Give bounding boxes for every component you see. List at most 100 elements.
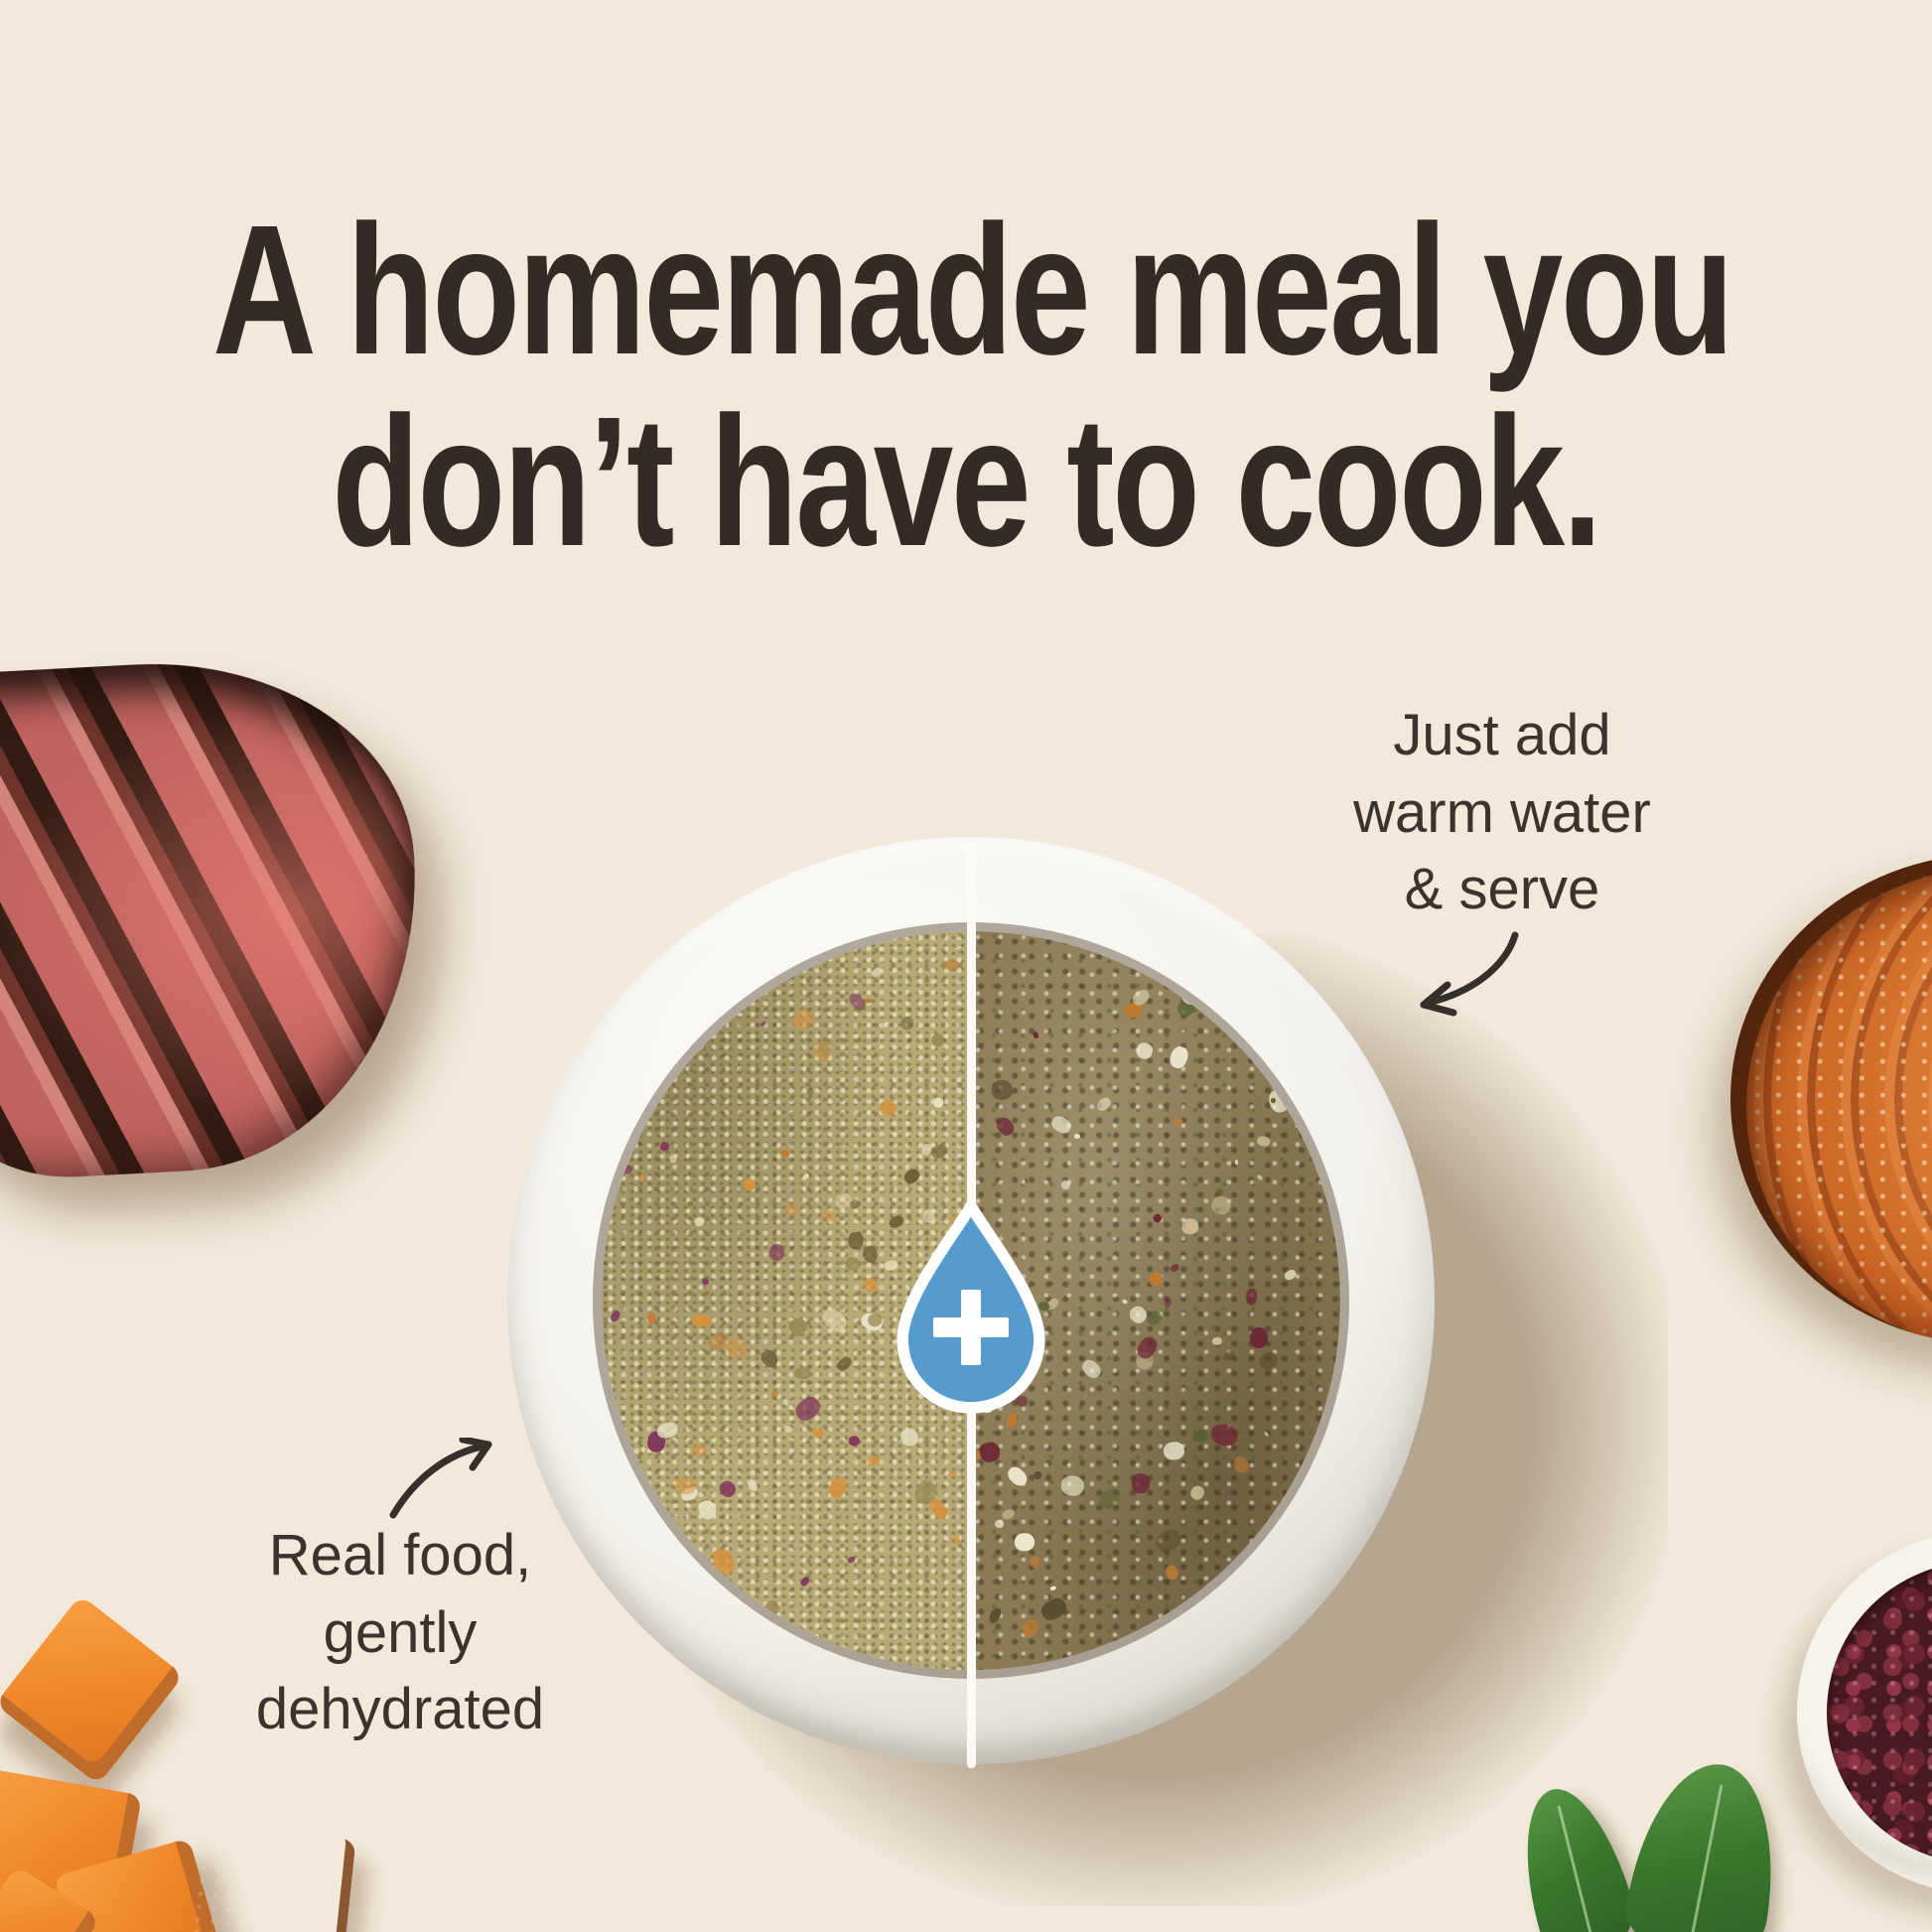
water-drop-icon <box>890 1197 1052 1414</box>
food-speckle <box>1032 1031 1039 1039</box>
food-speckle <box>667 1153 678 1165</box>
food-speckle <box>1191 1429 1209 1444</box>
food-speckle <box>1144 1308 1165 1328</box>
food-speckle <box>861 1275 880 1294</box>
food-speckle <box>1208 1422 1240 1449</box>
food-speckle <box>818 1304 851 1336</box>
food-speckle <box>952 1535 962 1546</box>
food-speckle <box>1074 1133 1081 1140</box>
food-speckle <box>658 1140 672 1154</box>
food-speckle <box>993 1114 1018 1139</box>
food-speckle <box>1302 1035 1320 1059</box>
food-speckle <box>689 1440 710 1460</box>
food-speckle <box>834 1354 855 1373</box>
food-speckle <box>826 1474 850 1500</box>
steak-slices-photo <box>0 650 431 1184</box>
cranberry-glass-bowl <box>1797 1532 1932 1893</box>
food-speckle <box>803 1173 810 1180</box>
food-speckle <box>884 1021 891 1028</box>
food-speckle <box>846 991 869 1014</box>
food-speckle <box>843 1256 862 1273</box>
food-speckle <box>1019 1616 1041 1640</box>
food-speckle <box>652 1004 664 1021</box>
food-speckle <box>1257 1135 1272 1148</box>
food-speckle <box>1094 1095 1114 1114</box>
headline-line2: don’t have to cook. <box>332 379 1602 586</box>
food-speckle <box>1059 1178 1072 1191</box>
food-speckle <box>1282 1267 1298 1282</box>
food-speckle <box>810 1425 826 1441</box>
food-speckle <box>897 1425 921 1449</box>
food-speckle <box>717 1477 739 1500</box>
food-speckle <box>759 1020 767 1028</box>
food-speckle <box>1004 1463 1031 1489</box>
food-speckle <box>1048 1113 1074 1136</box>
curved-arrow-up-right-icon <box>389 1438 492 1519</box>
food-speckle <box>1292 1067 1320 1096</box>
headline-line1: A homemade meal you <box>212 188 1734 393</box>
food-speckle <box>649 1492 659 1502</box>
food-speckle <box>1121 1299 1128 1306</box>
food-speckle <box>846 1555 857 1565</box>
food-speckle <box>932 1096 945 1110</box>
food-speckle <box>1211 1336 1223 1346</box>
food-speckle <box>1243 962 1263 985</box>
food-speckle <box>847 1435 861 1448</box>
food-speckle <box>1079 1357 1104 1382</box>
food-speckle <box>737 1618 759 1639</box>
food-speckle <box>930 1033 944 1048</box>
food-speckle <box>978 1440 1002 1464</box>
food-speckle <box>1279 1624 1292 1638</box>
food-speckle <box>865 998 873 1004</box>
food-speckle <box>1309 1099 1325 1115</box>
food-speckle <box>1162 1563 1180 1583</box>
food-speckle <box>708 989 737 1021</box>
food-speckle <box>1147 1627 1168 1646</box>
food-speckle <box>943 957 962 974</box>
food-speckle <box>710 1545 739 1579</box>
annotation-real-food: Real food, gently dehydrated <box>142 1517 658 1748</box>
food-speckle <box>785 1314 810 1339</box>
food-speckle <box>642 1103 650 1111</box>
food-speckle <box>1181 1218 1199 1235</box>
food-speckle <box>655 1420 680 1441</box>
food-speckle <box>615 982 638 1006</box>
headline: A homemade meal you don’t have to cook. <box>0 195 1932 579</box>
food-speckle <box>1030 1555 1041 1569</box>
food-speckle <box>948 1467 958 1478</box>
food-speckle <box>1032 1469 1043 1481</box>
food-speckle <box>1187 1482 1206 1502</box>
food-speckle <box>798 1575 811 1587</box>
food-speckle <box>1314 1457 1328 1470</box>
food-speckle <box>876 1096 899 1120</box>
food-speckle <box>1049 1586 1056 1591</box>
food-speckle <box>682 1574 696 1587</box>
salmon-fillet-photo <box>1730 854 1932 1344</box>
food-speckle <box>1153 1524 1185 1557</box>
annotation-line: & serve <box>1404 857 1600 922</box>
food-speckle <box>1001 1507 1017 1521</box>
food-speckle <box>697 942 710 955</box>
curved-arrow-down-left-icon <box>1420 931 1519 1017</box>
food-speckle <box>1298 1607 1306 1615</box>
food-speckle <box>1060 1475 1085 1497</box>
food-speckle <box>994 1519 1006 1530</box>
annotation-line: dehydrated <box>255 1677 545 1742</box>
food-speckle <box>778 1148 790 1159</box>
food-speckle <box>782 1124 790 1131</box>
food-speckle <box>695 1497 719 1523</box>
food-speckle <box>782 1398 790 1407</box>
food-speckle <box>1208 1323 1218 1332</box>
food-speckle <box>742 1176 758 1193</box>
food-speckle <box>1209 1194 1233 1218</box>
food-speckle <box>1163 1440 1185 1461</box>
dried-cranberries <box>1827 1562 1932 1863</box>
food-speckle <box>791 1393 825 1425</box>
food-speckle <box>927 1142 950 1162</box>
food-speckle <box>783 1425 792 1434</box>
food-speckle <box>848 1231 865 1251</box>
food-speckle <box>1170 1263 1181 1274</box>
food-speckle <box>991 1079 1014 1101</box>
food-speckle <box>1270 1098 1276 1103</box>
food-speckle <box>1037 1593 1070 1624</box>
